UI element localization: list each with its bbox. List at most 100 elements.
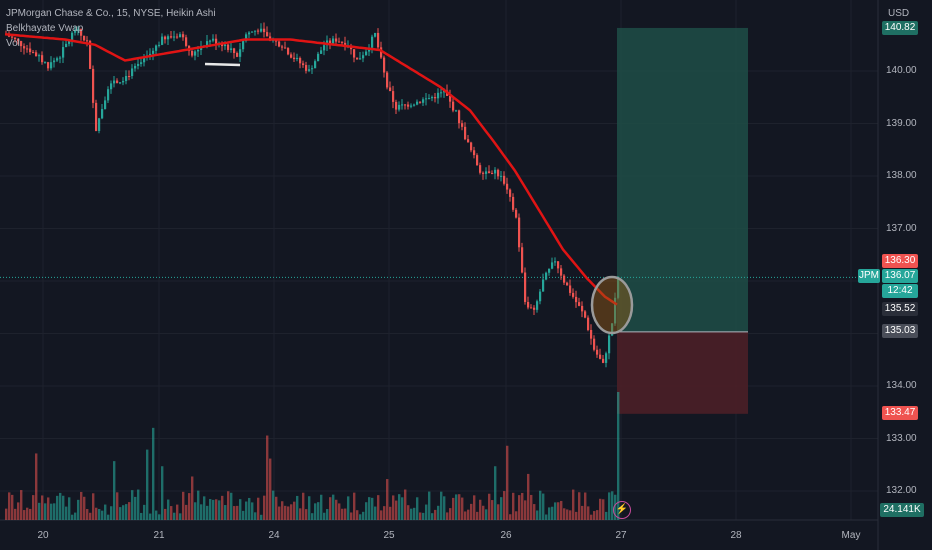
volume-bar xyxy=(602,499,605,520)
volume-bar xyxy=(164,508,167,520)
volume-bar xyxy=(530,494,533,520)
vwap-indicator-label[interactable]: Belkhayate Vwap xyxy=(6,23,84,34)
price-tick-label: 134.00 xyxy=(886,380,917,391)
volume-bar xyxy=(260,514,263,520)
candle-body xyxy=(263,28,266,33)
candle-body xyxy=(122,80,125,83)
candle-body xyxy=(155,45,158,51)
volume-bar xyxy=(524,500,527,520)
volume-bar xyxy=(398,494,401,520)
volume-bar xyxy=(182,491,185,520)
volume-bar xyxy=(158,514,161,520)
candle-body xyxy=(425,98,428,100)
candle-body xyxy=(362,55,365,59)
volume-bar xyxy=(299,508,302,520)
volume-bar xyxy=(320,494,323,520)
volume-bar xyxy=(161,466,164,520)
candle-body xyxy=(332,38,335,44)
volume-bar xyxy=(548,507,551,520)
candle-body xyxy=(365,51,368,56)
candle-body xyxy=(68,40,71,44)
candle-body xyxy=(293,57,296,60)
candle-body xyxy=(335,38,338,42)
volume-indicator-label[interactable]: Vol xyxy=(6,38,20,49)
candle-body xyxy=(356,57,359,60)
candle-body xyxy=(524,272,527,302)
volume-bar xyxy=(353,492,356,520)
candle-body xyxy=(17,39,20,42)
volume-bar xyxy=(419,512,422,520)
candle-body xyxy=(266,32,269,37)
volume-bar xyxy=(152,427,155,520)
candle-body xyxy=(434,97,437,99)
candle-body xyxy=(47,62,50,69)
volume-bar xyxy=(323,512,326,520)
volume-bar xyxy=(581,505,584,520)
candle-body xyxy=(383,57,386,73)
candle-body xyxy=(527,301,530,308)
candle-body xyxy=(149,53,152,56)
candle-body xyxy=(407,104,410,107)
candle-body xyxy=(380,47,383,58)
volume-bar xyxy=(377,495,380,520)
volume-bar xyxy=(209,499,212,520)
currency-label[interactable]: USD xyxy=(888,8,910,19)
candle-body xyxy=(317,53,320,62)
volume-bar xyxy=(11,494,14,520)
candle-body xyxy=(512,196,515,210)
volume-bar xyxy=(188,493,191,520)
symbol-title[interactable]: JPMorgan Chase & Co., 15, NYSE, Heikin A… xyxy=(6,8,216,19)
candle-body xyxy=(77,29,80,31)
volume-bar xyxy=(185,504,188,520)
candle-body xyxy=(20,41,23,47)
volume-bar xyxy=(221,495,224,520)
volume-bar xyxy=(245,501,248,520)
candle-body xyxy=(311,68,314,70)
volume-bar xyxy=(395,500,398,520)
volume-bar xyxy=(35,453,38,520)
candle-body xyxy=(503,175,506,184)
candle-body xyxy=(404,104,407,106)
price-tick-label: 140.00 xyxy=(886,65,917,76)
volume-bar xyxy=(605,511,608,520)
candle-body xyxy=(251,31,254,33)
price-tag-2: 135.52 xyxy=(882,302,918,316)
candle-body xyxy=(233,48,236,53)
candle-body xyxy=(212,38,215,41)
candle-body xyxy=(224,44,227,47)
volume-bar xyxy=(287,506,290,520)
candle-body xyxy=(401,104,404,106)
candle-body xyxy=(230,48,233,50)
candle-body xyxy=(221,43,224,47)
volume-bar xyxy=(281,501,284,520)
volume-bar xyxy=(272,490,275,520)
candle-body xyxy=(548,268,551,273)
volume-bar xyxy=(467,509,470,520)
volume-bar xyxy=(509,514,512,520)
candle-body xyxy=(602,358,605,363)
volume-bar xyxy=(86,508,89,520)
candle-body xyxy=(74,29,77,33)
chart-legend: JPMorgan Chase & Co., 15, NYSE, Heikin A… xyxy=(6,6,216,51)
candle-body xyxy=(35,52,38,57)
candle-body xyxy=(71,32,74,41)
volume-bar xyxy=(50,503,53,520)
volume-bar xyxy=(611,491,614,520)
candle-body xyxy=(137,63,140,66)
volume-bar xyxy=(17,502,20,520)
entry-price-tag: 135.03 xyxy=(882,324,918,338)
volume-bar xyxy=(95,507,98,520)
volume-bar xyxy=(218,500,221,520)
candle-body xyxy=(281,46,284,48)
candle-body xyxy=(128,75,131,77)
candle-body xyxy=(458,110,461,124)
candle-body xyxy=(545,272,548,280)
volume-bar xyxy=(371,497,374,520)
lightning-icon[interactable]: ⚡ xyxy=(613,501,631,519)
vwap-line xyxy=(4,33,618,306)
volume-bar xyxy=(257,497,260,520)
candle-body xyxy=(308,69,311,71)
candle-body xyxy=(254,30,257,32)
volume-bar xyxy=(512,492,515,520)
